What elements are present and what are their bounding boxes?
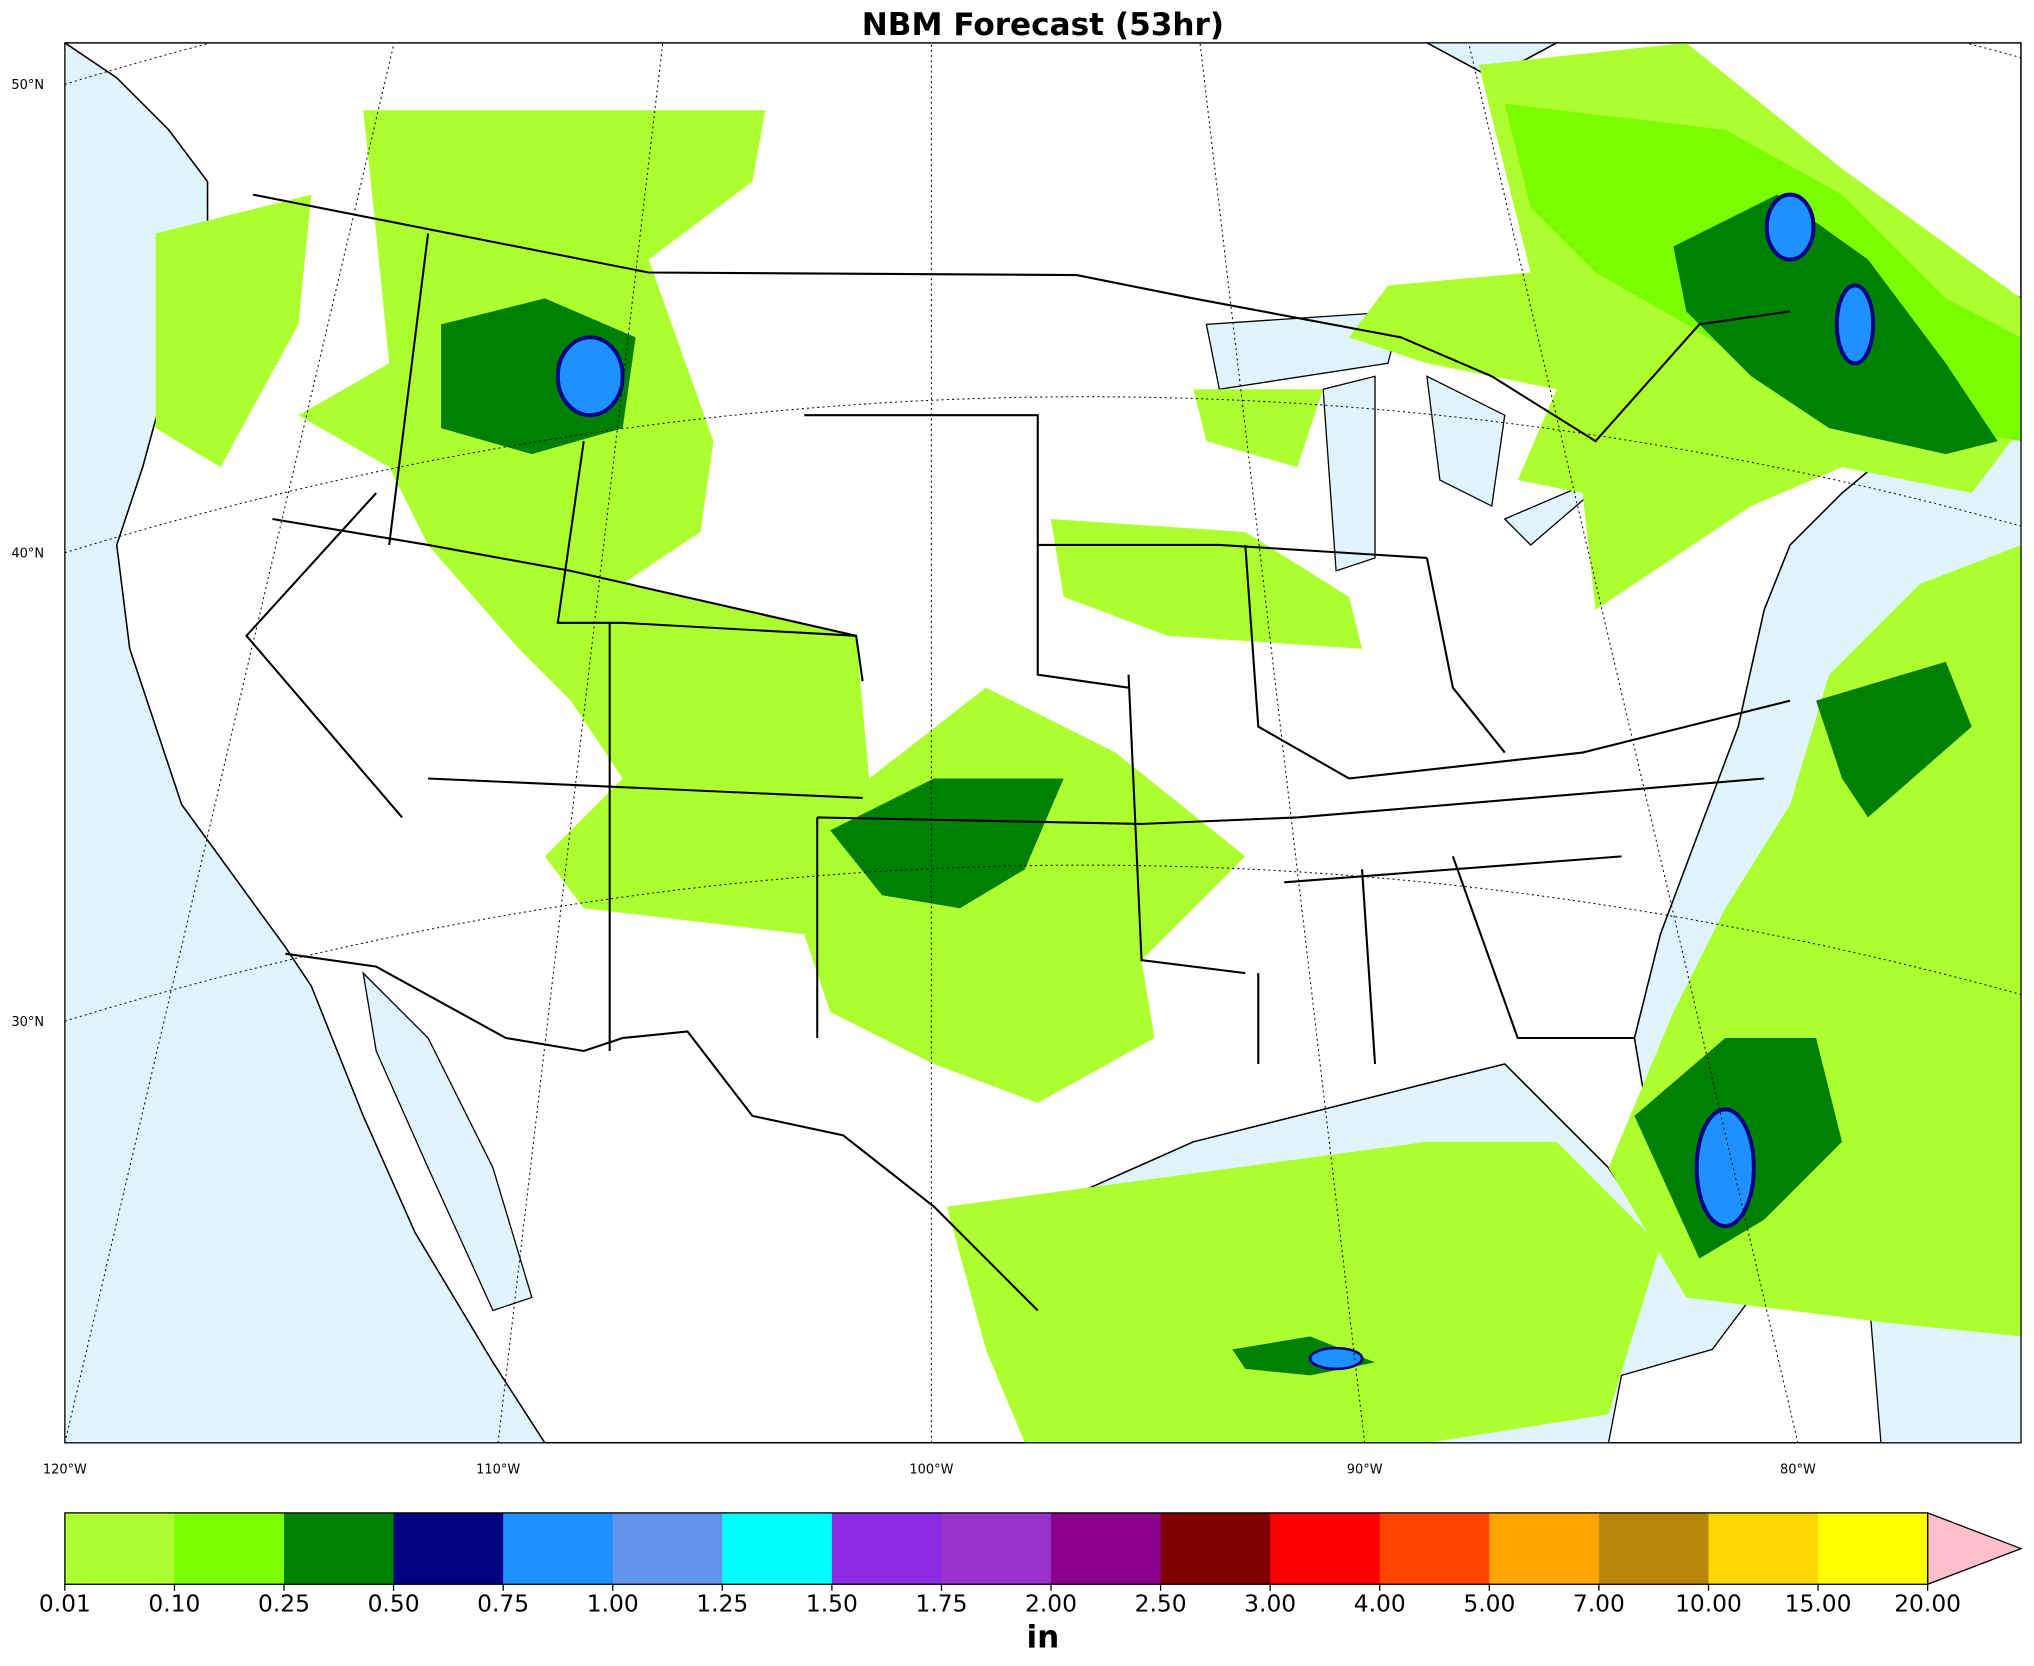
precip-gulf <box>946 1141 1661 1443</box>
colorbar-tick-label: 3.00 <box>1244 1590 1296 1618</box>
latitude-label: 50°N <box>11 78 44 93</box>
map-frame <box>64 42 2022 1444</box>
precip-rockies-max <box>555 335 625 418</box>
colorbar-tick-label: 1.00 <box>587 1590 639 1618</box>
colorbar-swatch <box>831 1512 943 1585</box>
colorbar-swatch <box>1489 1512 1600 1585</box>
colorbar-tick-label: 10.00 <box>1675 1590 1742 1618</box>
borders <box>245 193 1791 1312</box>
precip-midwest <box>1050 389 1363 649</box>
mexico-us-border <box>285 952 1039 1312</box>
grid-labels: 50°N 40°N 30°N 120°W 110°W 100°W 90°W 80°W <box>11 78 1816 1477</box>
colorbar-swatch <box>284 1512 395 1585</box>
colorbar-tick-label: 1.50 <box>806 1590 858 1618</box>
longitude-line <box>1468 42 1799 1443</box>
canada-us-border <box>252 193 1791 443</box>
latitude-line <box>64 396 2022 554</box>
colorbar-swatch <box>174 1512 285 1585</box>
longitude-label: 120°W <box>43 1463 87 1478</box>
colorbar-swatch <box>612 1512 723 1585</box>
colorbar-swatch <box>1598 1512 1710 1585</box>
longitude-line <box>1199 42 1366 1443</box>
precip-ne-max <box>1834 283 1876 366</box>
colorbar-tick-label: 4.00 <box>1354 1590 1406 1618</box>
colorbar-swatch <box>1818 1512 1929 1585</box>
great-lakes <box>1205 310 1687 572</box>
colorbar-swatch <box>1379 1512 1490 1585</box>
colorbar-tick-label: 20.00 <box>1894 1590 1961 1618</box>
colorbar-swatch <box>1270 1512 1381 1585</box>
longitude-label: 80°W <box>1780 1463 1816 1478</box>
latitude-label: 30°N <box>11 1015 44 1030</box>
colorbar-frame <box>64 1512 1929 1585</box>
colorbar-tick-label: 0.01 <box>39 1590 91 1618</box>
colorbar-tick-label: 2.00 <box>1025 1590 1077 1618</box>
colorbar-tick-label: 5.00 <box>1463 1590 1515 1618</box>
precip-ne-max <box>1764 192 1816 262</box>
colorbar-swatch <box>1051 1512 1162 1585</box>
longitude-label: 90°W <box>1347 1463 1383 1478</box>
state-borders <box>245 233 1791 1065</box>
colorbar-swatch <box>1708 1512 1819 1585</box>
map-area <box>64 42 2022 1443</box>
colorbar-tick-label: 7.00 <box>1573 1590 1625 1618</box>
longitude-label: 100°W <box>909 1463 953 1478</box>
colorbar-swatch <box>1160 1512 1271 1585</box>
precip-northeast <box>1349 42 2022 610</box>
colorbar-tick-label: 2.50 <box>1135 1590 1187 1618</box>
longitude-label: 110°W <box>476 1463 520 1478</box>
colorbar-tick-label: 15.00 <box>1785 1590 1852 1618</box>
colorbar-extend <box>1926 1511 2023 1586</box>
precip-atlantic-heavy <box>1816 661 1972 818</box>
colorbar-tick-label: 0.25 <box>258 1590 310 1618</box>
precip-northwest <box>155 194 312 468</box>
graticule <box>64 42 2022 1443</box>
colorbar-tick-label: 0.50 <box>368 1590 420 1618</box>
longitude-line <box>497 42 664 1443</box>
precipitation <box>155 42 2022 1443</box>
longitude-line <box>64 42 395 1443</box>
colorbar-swatch <box>941 1512 1052 1585</box>
colorbar-swatch <box>64 1512 176 1585</box>
latitude-line <box>64 864 2022 1022</box>
colorbar-swatch <box>503 1512 614 1585</box>
colorbar-swatch <box>393 1512 504 1585</box>
colorbar-tick-label: 1.25 <box>696 1590 748 1618</box>
colorbar-swatch <box>722 1512 833 1585</box>
precip-florida-max <box>1694 1107 1756 1229</box>
latitude-label: 40°N <box>11 547 44 562</box>
title: NBM Forecast (53hr) <box>862 7 1224 43</box>
precip-plains-heavy <box>830 778 1064 909</box>
colorbar-tick-label: 1.75 <box>915 1590 967 1618</box>
colorbar-label: in <box>1027 1620 1060 1656</box>
colorbar-tick-label: 0.10 <box>148 1590 200 1618</box>
precip-gulf-max <box>1308 1346 1364 1371</box>
gulf-of-california <box>362 971 533 1312</box>
colorbar: 0.01 0.10 0.25 0.50 0.75 1.00 1.25 1.50 1.75 2.00… <box>39 1511 2023 1656</box>
colorbar-tick-label: 0.75 <box>477 1590 529 1618</box>
